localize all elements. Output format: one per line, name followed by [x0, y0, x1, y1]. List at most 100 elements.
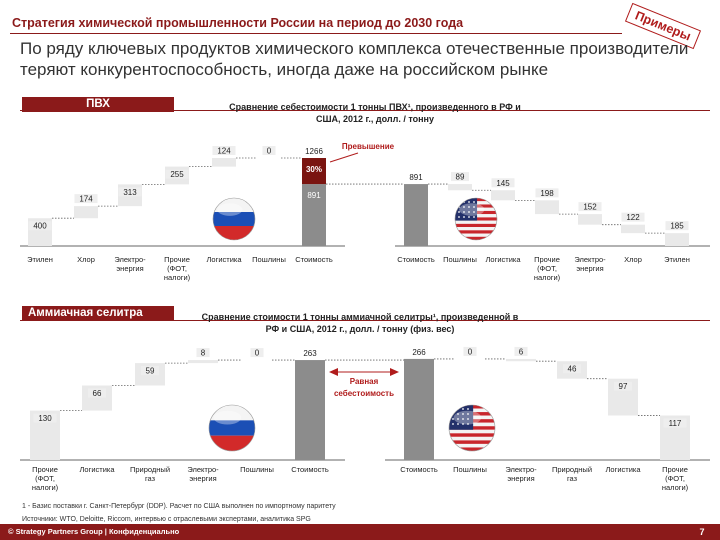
am-ru-value-label: 8	[201, 349, 206, 358]
footnote: 1 - Базис поставки г. Санкт-Петербург (D…	[22, 503, 336, 510]
pvc-us-category-label: налоги)	[534, 273, 561, 282]
am-annotation-arrow-left	[329, 368, 338, 376]
pvc-us-bar	[665, 233, 689, 246]
pvc-us-category-label: Этилен	[664, 255, 690, 264]
slide-subtitle: По ряду ключевых продуктов химического к…	[20, 39, 689, 79]
pvc-ru-value-box	[262, 146, 276, 156]
footer-copyright: © Strategy Partners Group | Конфиденциал…	[8, 527, 180, 536]
am-us-value-box	[614, 381, 632, 391]
pvc-us-value-box	[535, 188, 559, 198]
am-us-value-box	[463, 346, 477, 356]
pvc-us-value-label: 152	[583, 203, 597, 212]
pvc-ru-category-label: Хлор	[77, 255, 95, 264]
am-us-total-bar	[404, 358, 434, 460]
pvc-ru-value-label: 0	[267, 147, 272, 156]
am-us-category-label: (ФОТ,	[665, 474, 685, 483]
pvc-us-value-label: 198	[540, 189, 554, 198]
am-us-category-label: газ	[567, 474, 578, 483]
pvc-us-value-box	[665, 221, 689, 231]
pvc-us-value-label: 145	[496, 179, 510, 188]
pvc-us-total-bar	[404, 184, 428, 246]
pvc-ru-excess-label: 30%	[306, 165, 322, 174]
am-ru-total-label: 263	[303, 349, 317, 358]
pvc-us-value-label: 89	[456, 173, 465, 182]
pvc-us-category-label: (ФОТ,	[537, 264, 557, 273]
am-us-category-label: Логистика	[605, 465, 641, 474]
am-ru-category-label: Прочие	[32, 465, 58, 474]
am-ru-category-label: налоги)	[32, 483, 59, 492]
am-us-category-label: Природный	[552, 465, 592, 474]
am-us-value-label: 97	[619, 382, 628, 391]
am-us-category-label: налоги)	[662, 483, 689, 492]
pvc-ru-category-label: Этилен	[27, 255, 53, 264]
pvc-us-category-label: Логистика	[485, 255, 521, 264]
am-ru-category-label: газ	[145, 474, 156, 483]
am-ru-category-label: Стоимость	[291, 465, 329, 474]
pvc-us-category-label: энергия	[576, 264, 603, 273]
pvc-ru-value-label: 174	[79, 195, 93, 204]
pvc-us-category-label: Хлор	[624, 255, 642, 264]
footer-bar	[0, 524, 720, 540]
pvc-ru-bar	[74, 206, 98, 219]
pvc-us-category-label: Стоимость	[397, 255, 435, 264]
page-number: 7	[699, 527, 705, 537]
pvc-us-bar	[578, 214, 602, 225]
sources: Источники: WTO, Deloitte, Riccom, интерв…	[22, 516, 311, 523]
header-rule	[10, 33, 622, 34]
pvc-ru-bar	[212, 158, 236, 167]
pvc-annotation-arrow	[329, 152, 359, 163]
pvc-us-value-box	[621, 212, 645, 222]
ammonium-chart-title: Сравнение стоимости 1 тонны аммиачной се…	[201, 312, 519, 334]
pvc-ru-total-label: 1266	[305, 147, 323, 156]
am-us-category-label: Пошлины	[453, 465, 487, 474]
pvc-us-bar	[535, 200, 559, 215]
am-ru-category-label: энергия	[189, 474, 216, 483]
am-us-category-label: Электро-	[505, 465, 537, 474]
pvc-ru-value-box	[28, 221, 52, 231]
am-ru-category-label: Природный	[130, 465, 170, 474]
am-ru-value-box	[33, 413, 57, 423]
usa-flag-icon	[454, 197, 498, 241]
am-annotation: Равная	[350, 377, 379, 386]
pvc-ru-value-box	[74, 194, 98, 204]
pvc-ru-value-box	[118, 187, 142, 197]
pvc-ru-value-label: 313	[123, 188, 137, 197]
pvc-us-total-label: 891	[409, 173, 423, 182]
pvc-ru-category-label: налоги)	[164, 273, 191, 282]
pvc-section-tag: ПВХ	[22, 97, 174, 112]
pvc-ru-category-label: энергия	[116, 264, 143, 273]
pvc-ru-total-base-label: 891	[307, 191, 321, 200]
pvc-us-bar	[491, 190, 515, 201]
am-us-value-box	[663, 418, 687, 428]
russia-flag-icon	[208, 404, 256, 452]
am-ru-category-label: Пошлины	[240, 465, 274, 474]
pvc-us-category-label: Прочие	[534, 255, 560, 264]
pvc-us-value-box	[491, 178, 515, 188]
am-ru-value-label: 0	[255, 349, 260, 358]
pvc-us-bar	[448, 184, 472, 191]
am-ru-category-label: Логистика	[79, 465, 115, 474]
am-us-value-label: 0	[468, 347, 473, 356]
am-ru-value-box	[141, 366, 159, 376]
pvc-us-value-label: 122	[626, 213, 640, 222]
pvc-ru-category-label: Стоимость	[295, 255, 333, 264]
am-ru-value-box	[250, 348, 264, 358]
pvc-ru-category-label: Электро-	[114, 255, 146, 264]
am-us-category-label: Стоимость	[400, 465, 438, 474]
am-us-value-label: 117	[669, 419, 682, 428]
am-us-value-label: 6	[519, 347, 524, 356]
pvc-ru-excess-bar	[302, 158, 326, 185]
header-title: Стратегия химической промышленности Росс…	[12, 16, 464, 30]
am-ru-total-bar	[295, 360, 325, 460]
am-us-category-label: энергия	[507, 474, 534, 483]
pvc-ru-value-label: 124	[217, 147, 231, 156]
am-ru-value-box	[88, 388, 106, 398]
am-ru-category-label: Электро-	[187, 465, 219, 474]
am-annotation-arrow-right	[390, 368, 399, 376]
am-ru-value-label: 66	[93, 389, 102, 398]
usa-flag-icon	[448, 404, 496, 452]
pvc-ru-value-box	[212, 146, 236, 156]
pvc-us-bar	[621, 224, 645, 234]
am-us-value-label: 46	[568, 365, 577, 374]
